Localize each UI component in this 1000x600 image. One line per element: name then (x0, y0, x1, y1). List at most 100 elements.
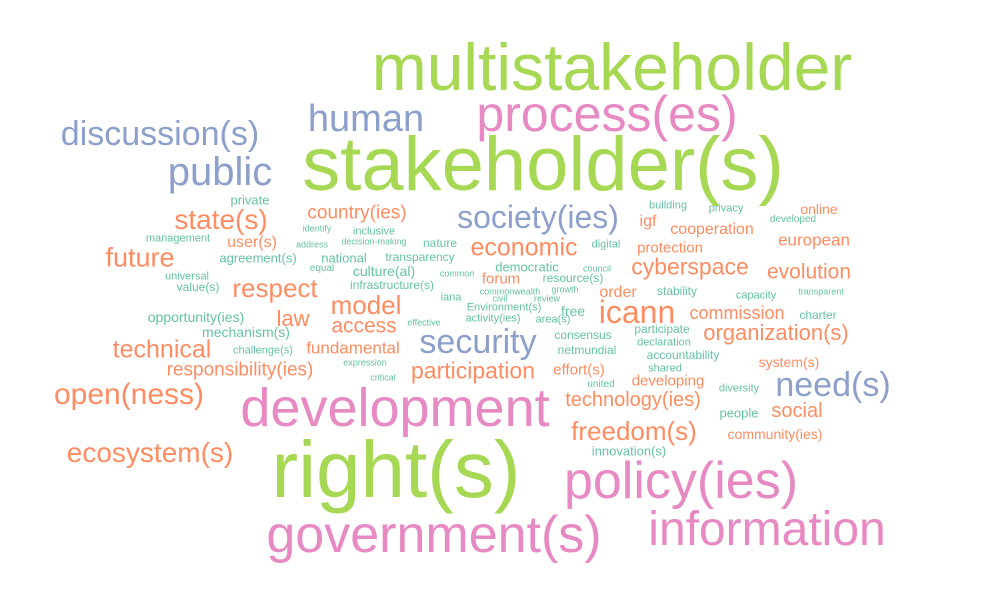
word-cooperation: cooperation (670, 221, 754, 238)
word-future: future (105, 242, 175, 273)
word-inclusive: inclusive (352, 225, 396, 238)
word-accountability: accountability (646, 348, 720, 362)
word-commission: commission (689, 303, 785, 323)
word-public: public (167, 150, 273, 194)
word-common: common (439, 268, 475, 279)
word-free: free (560, 303, 586, 319)
word-privacy: privacy (708, 202, 744, 215)
word-protection: protection (637, 239, 703, 257)
word-expression: expression (343, 357, 387, 368)
word-stakeholders: stakeholder(s) (302, 122, 784, 207)
word-growth: growth (551, 284, 579, 295)
word-policies: policy(ies) (563, 452, 799, 510)
word-freedoms: freedom(s) (571, 416, 697, 446)
word-nature: nature (422, 236, 458, 250)
word-economic: economic (470, 233, 578, 262)
word-diversity: diversity (718, 382, 760, 395)
word-address: address (295, 239, 329, 250)
word-responsibilities: responsibility(ies) (166, 359, 314, 381)
word-security: security (419, 323, 537, 361)
word-charter: charter (799, 308, 837, 322)
word-equal: equal (309, 263, 335, 274)
word-council: council (582, 263, 612, 274)
word-european: european (778, 230, 850, 250)
word-consensus: consensus (554, 328, 612, 342)
word-identify: identify (302, 223, 332, 234)
word-development: development (240, 378, 550, 438)
word-developed: developed (769, 214, 817, 225)
word-transparency: transparency (385, 250, 455, 264)
word-countries: country(ies) (307, 202, 407, 224)
word-shared: shared (648, 362, 682, 375)
word-respect: respect (232, 273, 318, 303)
word-management: management (145, 232, 211, 245)
word-digital: digital (591, 238, 621, 251)
word-law: law (276, 306, 310, 331)
word-critical: critical (370, 372, 396, 383)
word-activities: activity(ies) (465, 312, 521, 325)
word-multistakeholder: multistakeholder (371, 30, 853, 104)
word-information: information (648, 503, 886, 556)
word-national: national (321, 250, 367, 266)
word-commonwealth: commonwealth (479, 286, 541, 297)
word-effective: effective (407, 317, 441, 328)
word-icann: icann (598, 294, 676, 330)
word-organizations: organization(s) (703, 320, 849, 345)
word-stability: stability (656, 284, 698, 298)
word-participate: participate (634, 322, 690, 336)
word-igf: igf (639, 213, 657, 230)
word-social: social (771, 400, 823, 422)
word-review: review (533, 293, 561, 304)
word-decision-making: decision-making (341, 236, 407, 247)
word-communities: community(ies) (727, 426, 823, 442)
word-building: building (649, 199, 687, 212)
word-capacity: capacity (735, 289, 777, 302)
word-fundamental: fundamental (306, 338, 400, 358)
word-challenges: challenge(s) (233, 344, 293, 357)
word-cultural: culture(al) (352, 263, 416, 279)
word-states: state(s) (174, 204, 268, 235)
word-technologies: technology(ies) (565, 389, 701, 411)
word-netmundial: netmundial (557, 343, 617, 357)
word-civil: civil (492, 293, 508, 304)
word-openness: open(ness) (53, 378, 205, 411)
word-united: united (587, 379, 615, 390)
word-developing: developing (631, 372, 705, 390)
word-resources: resource(s) (542, 271, 604, 285)
word-discussions: discussion(s) (60, 115, 260, 153)
word-people: people (719, 405, 759, 421)
word-processes: process(es) (476, 86, 738, 142)
word-values: value(s) (176, 280, 220, 294)
word-iana: iana (440, 291, 462, 304)
word-human: human (307, 98, 425, 140)
word-order: order (599, 284, 637, 301)
word-agreements: agreement(s) (219, 250, 297, 266)
word-environments: Environment(s) (466, 301, 542, 314)
word-online: online (800, 201, 838, 217)
word-ecosystems: ecosystem(s) (66, 437, 234, 468)
word-participation: participation (410, 357, 536, 384)
word-opportunities: opportunity(ies) (147, 309, 245, 325)
word-areas: area(s) (535, 313, 571, 326)
word-access: access (331, 314, 397, 338)
word-innovations: innovation(s) (591, 443, 667, 459)
word-forum: forum (481, 270, 521, 288)
word-cyberspace: cyberspace (631, 253, 749, 280)
word-declaration: declaration (637, 336, 691, 349)
word-rights: right(s) (271, 425, 521, 514)
word-democratic: democratic (495, 259, 559, 275)
word-systems: system(s) (758, 354, 820, 370)
word-transparent: transparent (798, 286, 844, 297)
word-needs: need(s) (775, 366, 891, 404)
word-evolution: evolution (766, 260, 852, 284)
word-users: user(s) (227, 234, 277, 251)
word-mechanisms: mechanism(s) (202, 324, 290, 340)
word-technical: technical (112, 335, 212, 364)
word-efforts: effort(s) (553, 361, 605, 379)
word-societies: society(ies) (457, 199, 619, 235)
word-private: private (230, 192, 270, 208)
word-universal: universal (164, 270, 210, 283)
word-infrastructures: infrastructure(s) (349, 278, 435, 292)
word-model: model (330, 290, 402, 320)
